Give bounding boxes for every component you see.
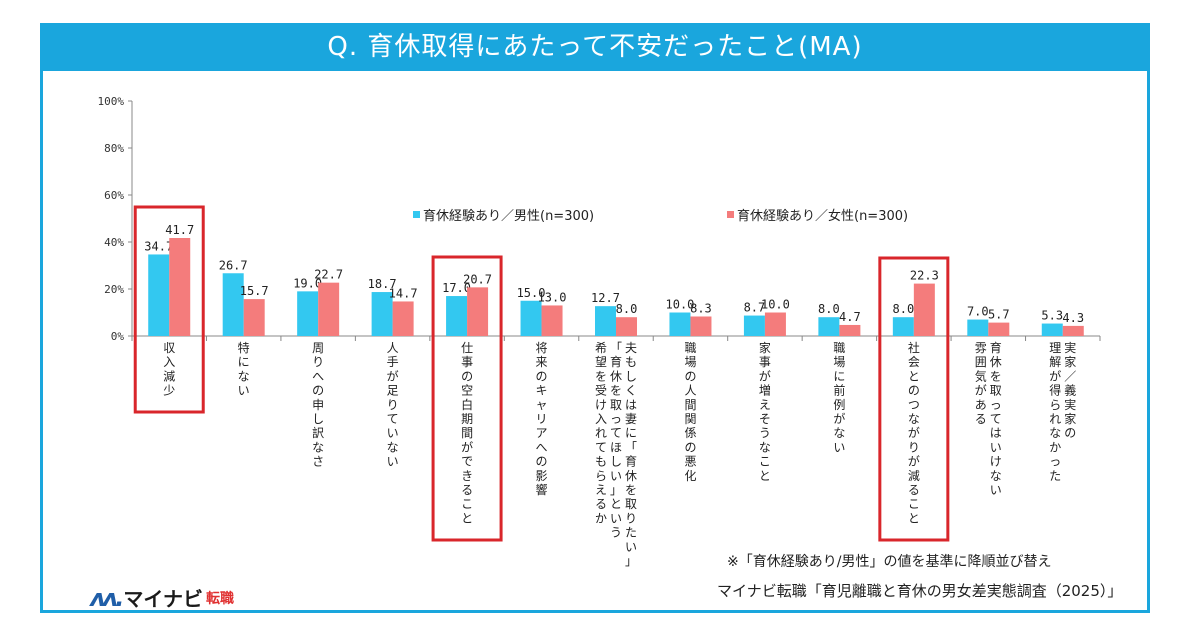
logo-sub: 転職 [206,590,235,607]
data-label-male: 8.7 [744,301,766,315]
bar-female [318,282,340,336]
bar-female [1062,325,1084,336]
logo-mark-icon: ᴧᴧ. [90,583,124,612]
data-label-female: 4.7 [839,310,861,324]
legend-swatch-male [413,211,420,218]
bar-male [892,317,914,336]
category-label: 特にない [238,340,250,398]
bar-male [446,296,468,336]
mynavi-logo: ᴧᴧ. マイナビ 転職 [90,583,234,612]
data-label-male: 18.7 [368,277,397,291]
bar-male [297,291,319,336]
data-label-female: 20.7 [463,272,492,286]
data-label-female: 14.7 [389,286,418,300]
data-label-female: 15.7 [240,284,269,298]
bar-male [1041,323,1063,336]
category-label: 職場の人間関係の悪化 [684,341,696,483]
bar-female [913,283,935,336]
bar-female [392,301,414,336]
data-label-male: 5.3 [1041,309,1063,323]
bar-male [371,292,393,336]
bar-male [818,317,840,336]
highlight-box [431,255,503,542]
bar-male [520,300,542,336]
bar-female [169,238,191,336]
y-tick-label: 20% [104,283,124,296]
bar-female [467,287,489,336]
data-label-female: 22.7 [314,268,343,282]
category-label: 育休を取ってはいけない [990,340,1002,497]
category-label: 仕事の空白期間ができること [461,341,473,525]
category-label: 周りへの申し訳なさ [312,341,324,469]
category-label: 将来のキャリアへの影響 [536,341,548,497]
data-label-female: 4.3 [1062,311,1084,325]
data-label-male: 17.0 [442,281,471,295]
category-label: 収入減少 [163,341,175,398]
bar-male [967,319,989,336]
data-label-female: 10.0 [761,298,790,312]
bar-female [839,324,861,336]
source-note: マイナビ転職「育児離職と育休の男女差実態調査（2025）」 [717,582,1123,600]
data-label-male: 8.0 [893,302,915,316]
legend-swatch-female [727,211,734,218]
y-tick-label: 0% [111,330,125,343]
legend-item-male: 育休経験あり／男性(n=300) [413,205,594,224]
y-tick-label: 60% [104,189,124,202]
bar-male [669,312,691,336]
category-label: 夫もしくは妻に「育休を取りたい」 [625,341,637,568]
bar-female [541,305,563,336]
legend-item-female: 育休経験あり／女性(n=300) [727,205,908,224]
data-label-female: 22.3 [910,269,939,283]
data-label-male: 26.7 [219,258,248,272]
y-tick-label: 80% [104,142,124,155]
highlight-box [133,205,205,414]
bar-female [764,312,786,336]
category-label: 実家／義実家の [1064,340,1076,440]
category-label: 希望を受け入れてもらえるか [595,340,607,525]
y-tick-label: 40% [104,236,124,249]
category-label: 人手が足りていない [387,341,399,469]
logo-text: マイナビ [123,587,204,611]
data-label-female: 8.3 [690,301,712,315]
data-label-male: 10.0 [666,298,695,312]
bar-male [148,254,170,336]
data-label-female: 8.0 [616,302,638,316]
category-label: 雰囲気がある [975,341,987,426]
bar-female [988,322,1010,336]
legend-label-male: 育休経験あり／男性(n=300) [423,209,595,224]
category-label: 社会とのつながりが減ること [908,340,920,525]
bar-female [243,299,265,336]
highlight-box [878,256,950,542]
data-label-male: 12.7 [591,291,620,305]
bar-male [595,306,616,336]
bar-male [743,315,765,336]
data-label-male: 34.7 [144,239,173,253]
data-label-male: 15.0 [517,286,546,300]
category-label: 家事が増えそうなこと [759,340,771,483]
bar-male [222,273,244,336]
legend-label-female: 育休経験あり／女性(n=300) [737,209,909,224]
y-tick-label: 100% [98,95,125,108]
chart-title: Q. 育休取得にあたって不安だったこと(MA) [40,23,1150,71]
data-label-female: 41.7 [165,223,194,237]
bar-female [690,316,712,336]
data-label-male: 8.0 [818,302,840,316]
data-label-male: 19.0 [293,276,322,290]
data-label-female: 13.0 [538,290,567,304]
category-label: 「育休を取ってほしい」という [610,341,622,540]
bar-female [616,317,637,336]
sort-note: ※「育休経験あり/男性」の値を基準に降順並び替え [727,554,1052,570]
category-label: 職場に前例がない [833,341,845,454]
data-label-female: 5.7 [988,308,1010,322]
category-label: 理解が得られなかった [1049,341,1061,483]
data-label-male: 7.0 [967,305,989,319]
